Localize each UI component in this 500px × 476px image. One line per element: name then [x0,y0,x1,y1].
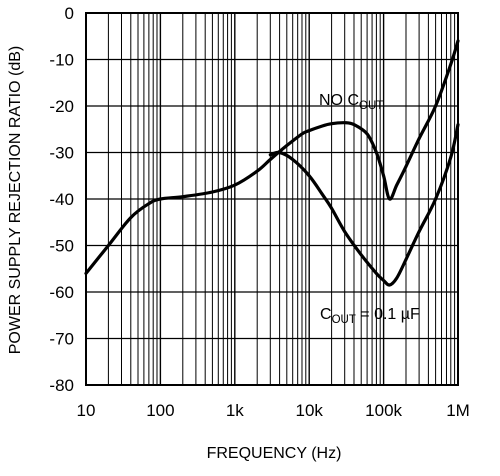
series-line-no-cout [84,39,460,275]
y-tick-labels: 0 -10 -20 -30 -40 -50 -60 -70 -80 [49,4,74,395]
x-axis-title: FREQUENCY (Hz) [207,445,342,462]
x-tick-label: 1M [446,401,470,420]
series-label-cout-sub: OUT [332,314,356,326]
y-tick-label: -60 [49,283,74,302]
y-tick-label: -80 [49,376,74,395]
plot-border [85,12,459,386]
series-label-no-cout-sub: OUT [359,100,383,112]
x-tick-label: 100 [146,401,174,420]
y-tick-label: -30 [49,144,74,163]
y-tick-label: -10 [49,51,74,70]
curves [84,39,460,287]
y-tick-label: -50 [49,237,74,256]
x-tick-label: 10 [77,401,96,420]
x-tick-label: 1k [226,401,244,420]
y-axis-title: POWER SUPPLY REJECTION RATIO (dB) [7,46,24,355]
series-label-cout-main: C [320,306,332,323]
series-line-cout [268,123,460,287]
grid-lines [85,12,458,386]
series-label-no-cout: NO COUT [319,92,383,112]
series-label-no-cout-main: NO C [319,92,359,109]
plot-frame [85,12,459,386]
y-tick-label: -70 [49,330,74,349]
series-label-cout: COUT = 0.1 µF [320,306,420,326]
series-label-cout-value: = 0.1 µF [356,306,420,323]
x-tick-label: 10k [295,401,323,420]
y-tick-label: 0 [65,4,74,23]
x-tick-label: 100k [365,401,402,420]
y-tick-label: -20 [49,97,74,116]
x-tick-labels: 10 100 1k 10k 100k 1M [77,401,470,420]
y-tick-label: -40 [49,190,74,209]
